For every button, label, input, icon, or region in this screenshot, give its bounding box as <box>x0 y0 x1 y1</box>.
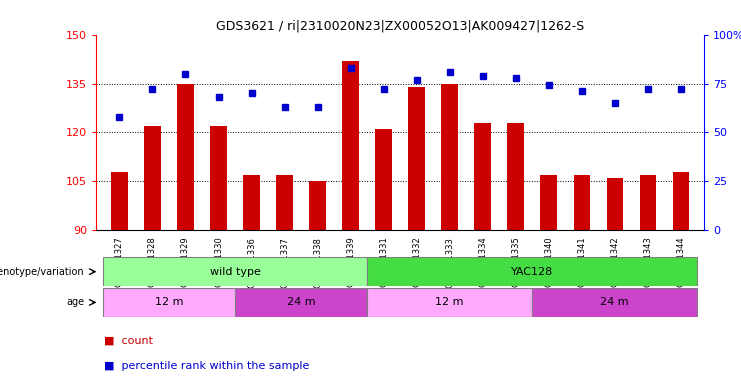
Bar <box>276 175 293 230</box>
Bar <box>309 182 326 230</box>
Text: YAC128: YAC128 <box>511 266 554 277</box>
Text: 24 m: 24 m <box>600 297 629 308</box>
Bar <box>367 257 697 286</box>
Text: wild type: wild type <box>210 266 261 277</box>
Bar <box>367 288 532 317</box>
Bar <box>474 123 491 230</box>
Title: GDS3621 / ri|2310020N23|ZX00052O13|AK009427|1262-S: GDS3621 / ri|2310020N23|ZX00052O13|AK009… <box>216 19 584 32</box>
Bar <box>177 84 193 230</box>
Text: 12 m: 12 m <box>436 297 464 308</box>
Bar <box>540 175 557 230</box>
Text: ■  percentile rank within the sample: ■ percentile rank within the sample <box>104 361 309 371</box>
Bar <box>532 288 697 317</box>
Bar <box>144 126 161 230</box>
Bar <box>408 87 425 230</box>
Bar <box>639 175 656 230</box>
Text: ■  count: ■ count <box>104 336 153 346</box>
Bar <box>210 126 227 230</box>
Bar <box>243 175 260 230</box>
Bar <box>607 178 623 230</box>
Bar <box>342 61 359 230</box>
Bar <box>103 257 367 286</box>
Text: 12 m: 12 m <box>155 297 183 308</box>
Bar <box>442 84 458 230</box>
Bar <box>508 123 524 230</box>
Bar <box>235 288 367 317</box>
Bar <box>574 175 590 230</box>
Bar <box>673 172 689 230</box>
Bar <box>376 129 392 230</box>
Text: 24 m: 24 m <box>287 297 316 308</box>
Text: age: age <box>66 297 84 308</box>
Bar <box>103 288 235 317</box>
Bar <box>111 172 127 230</box>
Text: genotype/variation: genotype/variation <box>0 266 84 277</box>
